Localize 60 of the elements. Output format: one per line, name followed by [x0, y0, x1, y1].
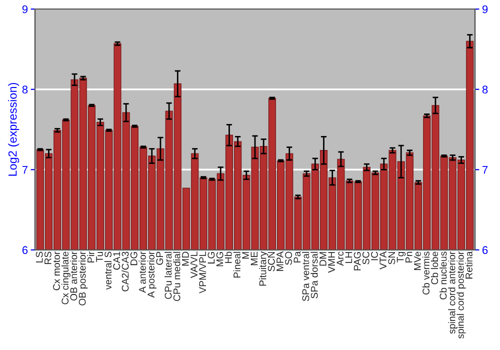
- x-tick-label: MPA: [276, 251, 284, 271]
- x-tick-label: RS: [44, 252, 52, 264]
- y2-tick-label: 9: [482, 5, 488, 14]
- x-tick-label: Retina: [465, 251, 472, 279]
- x-tick-label: SC: [362, 252, 370, 264]
- x-tick-label: Pa: [294, 251, 301, 262]
- x-tick-label: CA2/CA3: [122, 252, 129, 292]
- x-tick-label: LG: [208, 252, 215, 264]
- x-tick-label: ME: [250, 252, 258, 266]
- x-tick-label: A posterior: [147, 251, 156, 298]
- x-tick-label: M: [242, 252, 249, 259]
- x-tick-label: CPu lateral: [164, 252, 172, 299]
- x-tick-label: SPa ventral: [302, 252, 310, 302]
- x-tick-label: Cb nucleus: [440, 252, 447, 300]
- x-tick-label: Pn: [406, 252, 412, 262]
- x-tick-label: MVe: [414, 252, 421, 270]
- x-tick-label: OB anterior: [70, 251, 78, 301]
- y-tick-label: 7: [22, 166, 28, 174]
- x-tick-label: Pituitary: [259, 251, 268, 286]
- x-tick-label: Tu: [96, 252, 103, 262]
- x-tick-label: Cx motor: [53, 251, 60, 290]
- x-tick-label: SPa dorsal: [310, 252, 318, 298]
- x-tick-label: SO: [285, 252, 292, 265]
- x-tick-label: ventral S: [104, 252, 112, 290]
- x-tick-label: Pineal: [233, 252, 240, 278]
- y-axis-title: Log2 (expression): [8, 82, 20, 176]
- x-tick-label: A anterior: [138, 251, 146, 293]
- y2-tick-label: 8: [482, 86, 488, 94]
- x-tick-label: spinal cord anterior: [448, 251, 458, 334]
- x-tick-label: SN: [388, 252, 396, 264]
- x-tick-label: VA/VL: [190, 252, 198, 278]
- x-tick-label: Cb vermis: [422, 252, 430, 295]
- x-tick-label: VPM/VPL: [198, 252, 206, 294]
- y-tick-label: 9: [22, 5, 28, 14]
- y2-tick-label: 7: [482, 166, 488, 174]
- x-tick-label: Hb: [224, 252, 232, 263]
- x-tick-label: CA1: [113, 252, 120, 270]
- y-tick-label: 6: [22, 246, 28, 254]
- x-tick-label: CPu medial: [173, 252, 180, 302]
- x-tick-label: LH: [345, 252, 352, 263]
- x-tick-label: VTA: [380, 251, 386, 270]
- x-tick-label: Arc: [336, 252, 344, 266]
- x-tick-label: Pir: [87, 251, 94, 262]
- y-tick-label: 8: [22, 86, 28, 94]
- x-tick-label: OB posterior: [78, 251, 88, 306]
- x-tick-label: DG: [130, 252, 138, 266]
- x-tick-label: MG: [216, 252, 224, 266]
- x-tick-label: Cx cingulate: [61, 252, 70, 304]
- x-tick-label: Cb lobe: [430, 252, 438, 284]
- y2-tick-label: 6: [482, 246, 488, 254]
- x-tick-label: GP: [156, 252, 164, 265]
- x-tick-label: DM: [320, 252, 326, 266]
- x-tick-label: MD: [182, 252, 189, 266]
- x-tick-label: PAG: [354, 252, 361, 270]
- x-tick-label: LS: [36, 252, 43, 262]
- x-tick-label: spinal cord posterior: [456, 251, 466, 339]
- x-tick-label: IC: [371, 252, 378, 260]
- x-tick-label: VMH: [328, 252, 335, 273]
- x-tick-label: Tg: [396, 252, 406, 262]
- x-tick-label: SCN: [268, 252, 275, 272]
